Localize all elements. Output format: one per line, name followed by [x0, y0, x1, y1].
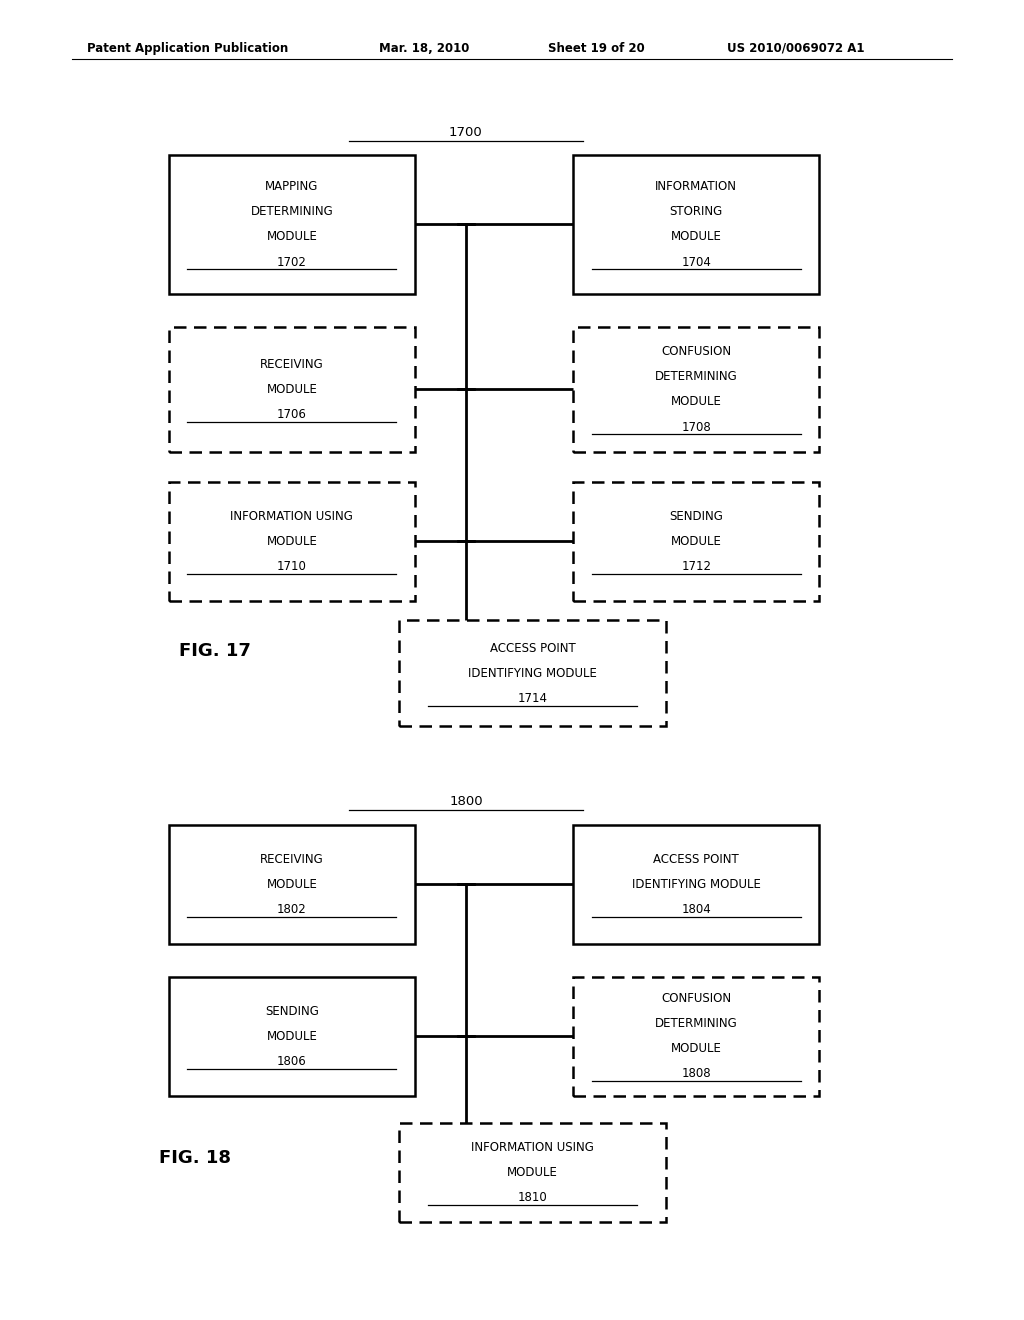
- Bar: [399, 1122, 666, 1222]
- Text: DETERMINING: DETERMINING: [655, 371, 737, 383]
- Text: Patent Application Publication: Patent Application Publication: [87, 42, 289, 54]
- Text: 1710: 1710: [276, 560, 307, 573]
- Text: 1700: 1700: [450, 125, 482, 139]
- Text: MAPPING: MAPPING: [265, 181, 318, 193]
- Text: Mar. 18, 2010: Mar. 18, 2010: [379, 42, 469, 54]
- Text: 1800: 1800: [450, 795, 482, 808]
- Bar: [169, 156, 415, 294]
- Text: ACCESS POINT: ACCESS POINT: [489, 642, 575, 655]
- Text: MODULE: MODULE: [671, 396, 722, 408]
- Text: Sheet 19 of 20: Sheet 19 of 20: [548, 42, 644, 54]
- Text: MODULE: MODULE: [671, 1043, 722, 1055]
- Text: MODULE: MODULE: [266, 383, 317, 396]
- Text: DETERMINING: DETERMINING: [655, 1018, 737, 1030]
- Text: INFORMATION: INFORMATION: [655, 181, 737, 193]
- Text: IDENTIFYING MODULE: IDENTIFYING MODULE: [632, 878, 761, 891]
- Text: ACCESS POINT: ACCESS POINT: [653, 853, 739, 866]
- Bar: [169, 825, 415, 944]
- Text: FIG. 17: FIG. 17: [179, 642, 251, 660]
- Text: IDENTIFYING MODULE: IDENTIFYING MODULE: [468, 667, 597, 680]
- Bar: [169, 977, 415, 1096]
- Text: 1712: 1712: [681, 560, 712, 573]
- Text: MODULE: MODULE: [671, 231, 722, 243]
- Text: MODULE: MODULE: [671, 535, 722, 548]
- Text: RECEIVING: RECEIVING: [260, 853, 324, 866]
- Text: 1804: 1804: [681, 903, 712, 916]
- Text: 1708: 1708: [681, 421, 712, 433]
- Bar: [169, 327, 415, 451]
- Text: 1810: 1810: [517, 1191, 548, 1204]
- Text: MODULE: MODULE: [507, 1166, 558, 1179]
- Text: CONFUSION: CONFUSION: [662, 346, 731, 358]
- Text: US 2010/0069072 A1: US 2010/0069072 A1: [727, 42, 864, 54]
- Bar: [169, 482, 415, 601]
- Bar: [573, 327, 819, 451]
- Bar: [573, 156, 819, 294]
- Text: RECEIVING: RECEIVING: [260, 358, 324, 371]
- Text: 1706: 1706: [276, 408, 307, 421]
- Bar: [573, 977, 819, 1096]
- Text: 1714: 1714: [517, 692, 548, 705]
- Text: 1704: 1704: [681, 256, 712, 268]
- Text: INFORMATION USING: INFORMATION USING: [471, 1140, 594, 1154]
- Text: MODULE: MODULE: [266, 231, 317, 243]
- Text: STORING: STORING: [670, 206, 723, 218]
- Text: FIG. 18: FIG. 18: [159, 1148, 230, 1167]
- Text: DETERMINING: DETERMINING: [251, 206, 333, 218]
- Text: MODULE: MODULE: [266, 535, 317, 548]
- Text: MODULE: MODULE: [266, 878, 317, 891]
- Text: INFORMATION USING: INFORMATION USING: [230, 510, 353, 523]
- Text: MODULE: MODULE: [266, 1030, 317, 1043]
- Text: SENDING: SENDING: [265, 1005, 318, 1018]
- Text: 1806: 1806: [276, 1055, 307, 1068]
- Text: 1808: 1808: [682, 1068, 711, 1080]
- Text: 1802: 1802: [276, 903, 307, 916]
- Text: 1702: 1702: [276, 256, 307, 268]
- Text: SENDING: SENDING: [670, 510, 723, 523]
- Bar: [573, 825, 819, 944]
- Bar: [573, 482, 819, 601]
- Text: CONFUSION: CONFUSION: [662, 993, 731, 1005]
- Bar: [399, 620, 666, 726]
